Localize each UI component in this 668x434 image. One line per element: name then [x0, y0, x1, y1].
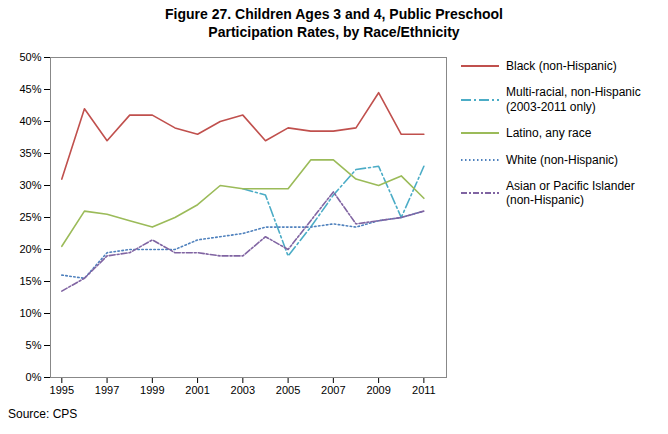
html-text:Black (non-Hispanic): Black (non-Hispanic) [506, 59, 617, 73]
html-text:White (non-Hispanic): White (non-Hispanic) [506, 152, 618, 167]
html-text:Source: CPS: Source: CPS [8, 407, 78, 421]
svg-text:2005: 2005 [276, 384, 300, 396]
svg-text:35%: 35% [19, 147, 41, 159]
svg-text:25%: 25% [19, 211, 41, 223]
html-text:Latino, any race: Latino, any race [506, 126, 592, 141]
html-text:Figure 27. Children Ages 3 and: Figure 27. Children Ages 3 and 4, Public… [165, 6, 503, 40]
svg-text:2009: 2009 [366, 384, 390, 396]
svg-text:5%: 5% [26, 339, 42, 351]
svg-text:30%: 30% [19, 179, 41, 191]
svg-text:40%: 40% [19, 115, 41, 127]
svg-text:50%: 50% [19, 51, 41, 63]
svg-text:2003: 2003 [231, 384, 255, 396]
svg-text:1999: 1999 [140, 384, 164, 396]
svg-text:10%: 10% [19, 307, 41, 319]
svg-text:0%: 0% [26, 371, 42, 383]
html-text:Asian or Pacific Islander (non: Asian or Pacific Islander (non-Hispanic) [506, 179, 635, 208]
svg-text:45%: 45% [19, 83, 41, 95]
svg-text:1995: 1995 [50, 384, 74, 396]
svg-text:15%: 15% [19, 275, 41, 287]
svg-text:20%: 20% [19, 243, 41, 255]
html-text:Multi-racial, non-Hispanic (20: Multi-racial, non-Hispanic (2003-2011 on… [506, 85, 641, 114]
svg-text:1997: 1997 [95, 384, 119, 396]
svg-text:2001: 2001 [185, 384, 209, 396]
svg-text:2011: 2011 [412, 384, 436, 396]
svg-text:2007: 2007 [321, 384, 345, 396]
